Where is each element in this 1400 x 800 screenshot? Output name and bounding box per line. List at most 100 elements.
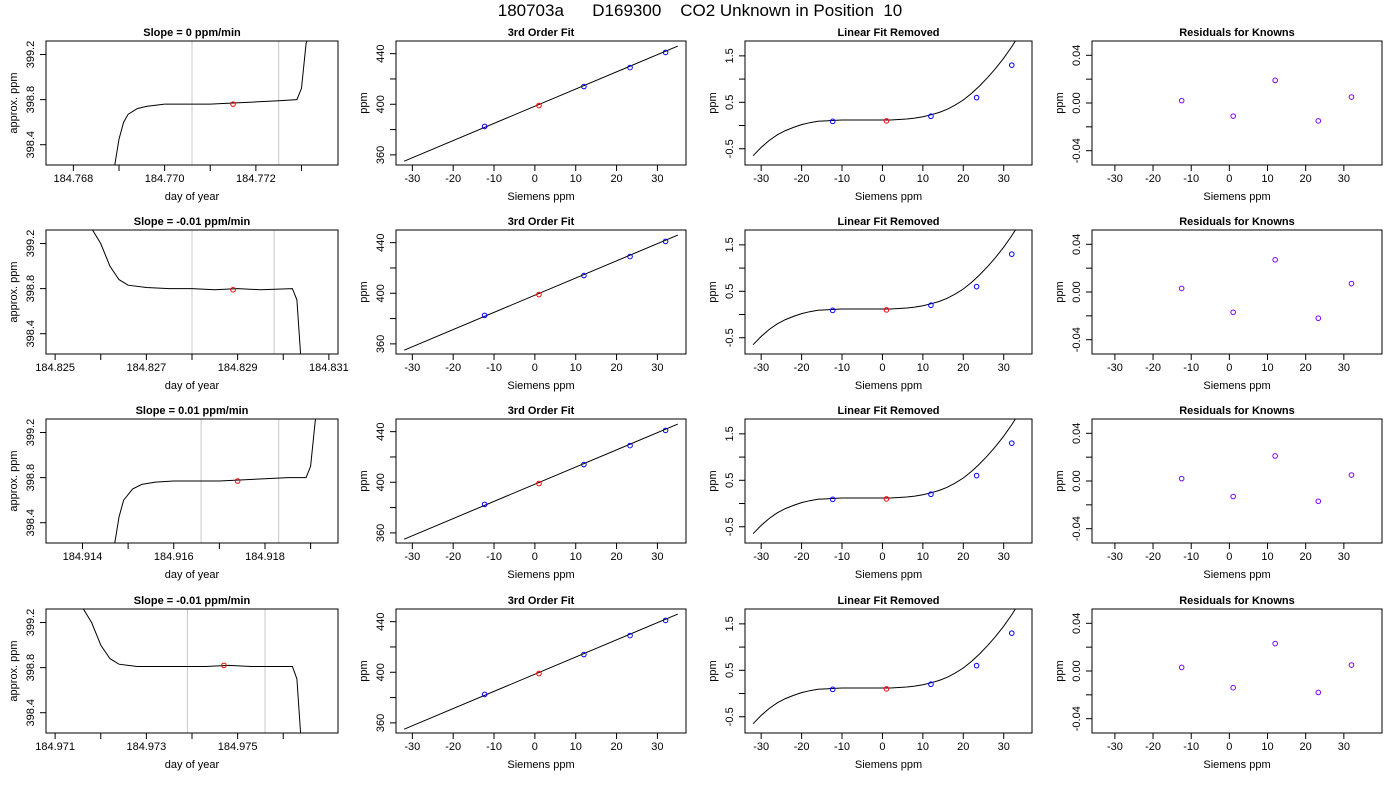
residual-point (1272, 453, 1278, 459)
residual-point (1178, 97, 1185, 104)
unknown-point (536, 480, 542, 487)
known-point (829, 307, 836, 314)
nonlinear-panel-row-2: Linear Fit Removed -30 -20 -10 0 10 20 30 -0.5 0.… (707, 216, 1033, 392)
x-tick-label: 20 (957, 551, 969, 563)
plot-frame (1091, 229, 1383, 355)
y-axis-label: ppm (1054, 470, 1066, 491)
x-tick-label: 184.916 (154, 551, 194, 563)
unknown-point (536, 291, 542, 298)
y-tick-label: 0.00 (1071, 281, 1083, 302)
plot-frame (395, 40, 687, 166)
x-tick-label: 20 (957, 173, 969, 185)
residual-point (1348, 94, 1355, 100)
x-tick-label: 20 (957, 741, 969, 753)
y-axis-label: ppm (707, 470, 719, 491)
known-point (928, 113, 934, 120)
x-tick-label: 10 (917, 362, 929, 374)
y-tick-label: -0.5 (724, 707, 736, 726)
panel-title: Residuals for Knowns (1179, 216, 1295, 228)
timeseries-panel-row-4: Slope = -0.01 ppm/min 184.971 184.973 184.9… (8, 595, 339, 771)
known-point (627, 632, 633, 639)
known-point (662, 49, 669, 56)
x-tick-label: 184.770 (145, 173, 185, 185)
y-axis-label: approx. ppm (8, 72, 20, 133)
y-tick-label: 1.5 (724, 616, 736, 631)
x-tick-label: 0 (879, 362, 885, 374)
co2-trace (82, 609, 302, 733)
y-tick-label: 400 (375, 95, 387, 113)
panel-title: Linear Fit Removed (837, 27, 939, 39)
unknown-point (883, 496, 890, 502)
plot-frame (1091, 418, 1383, 544)
residual-point (1315, 498, 1322, 505)
x-tick-label: -30 (404, 362, 420, 374)
x-tick-label: 20 (610, 551, 622, 563)
known-point (1008, 62, 1015, 68)
x-tick-label: 10 (570, 741, 582, 753)
x-tick-label: 20 (1300, 173, 1312, 185)
residual-point (1315, 689, 1322, 696)
known-point (1008, 630, 1015, 636)
unknown-point (883, 118, 890, 124)
x-tick-label: -30 (753, 173, 769, 185)
x-axis-label: Siemens ppm (507, 191, 574, 203)
y-tick-label: 0.04 (1071, 613, 1083, 634)
panel-title: Residuals for Knowns (1179, 27, 1295, 39)
x-tick-label: -10 (486, 551, 502, 563)
panel-title: 3rd Order Fit (508, 595, 575, 607)
y-tick-label: 399.2 (25, 609, 37, 637)
y-tick-label: 398.8 (25, 86, 37, 114)
panel-title: Slope = 0 ppm/min (143, 27, 241, 39)
known-point (829, 686, 836, 693)
y-tick-label: -0.04 (1071, 706, 1083, 731)
y-tick-label: 1.5 (724, 48, 736, 63)
y-tick-label: 0.04 (1071, 45, 1083, 66)
known-point (662, 427, 669, 434)
y-tick-label: 400 (375, 284, 387, 302)
known-point (928, 302, 934, 309)
x-tick-label: 0 (532, 362, 538, 374)
x-tick-label: -10 (834, 173, 850, 185)
panel-title: 3rd Order Fit (508, 405, 575, 417)
x-tick-label: -30 (1107, 173, 1123, 185)
residuals-panel-row-1: Residuals for Knowns -30 -20 -10 0 10 20 30 -0.0… (1054, 27, 1383, 203)
y-tick-label: 360 (375, 335, 387, 353)
known-point (829, 118, 836, 125)
x-axis-label: day of year (165, 380, 220, 392)
x-axis-label: Siemens ppm (855, 191, 922, 203)
x-tick-label: -30 (1107, 551, 1123, 563)
known-point (928, 491, 934, 498)
cubic-curve (752, 419, 1016, 535)
residual-point (1348, 280, 1355, 287)
co2-trace (114, 419, 317, 543)
known-point (627, 253, 633, 260)
y-tick-label: 398.8 (25, 275, 37, 303)
x-tick-label: 0 (879, 173, 885, 185)
x-tick-label: 184.918 (245, 551, 285, 563)
x-tick-label: 30 (651, 741, 663, 753)
plot-frame (45, 418, 339, 544)
x-axis-label: Siemens ppm (855, 569, 922, 581)
residual-point (1272, 77, 1278, 84)
y-tick-label: 0.04 (1071, 234, 1083, 255)
x-tick-label: 30 (998, 551, 1010, 563)
plot-frame (744, 608, 1033, 734)
y-tick-label: 360 (375, 714, 387, 732)
plot-frame (395, 229, 687, 355)
x-tick-label: 184.827 (126, 362, 166, 374)
x-tick-label: -30 (753, 741, 769, 753)
unknown-point (536, 670, 542, 677)
plot-frame (1091, 40, 1383, 166)
y-tick-label: 400 (375, 663, 387, 681)
y-tick-label: 0.00 (1071, 470, 1083, 491)
known-point (481, 691, 488, 698)
x-tick-label: 0 (879, 551, 885, 563)
y-axis-label: approx. ppm (8, 450, 20, 511)
fit-panel-row-1: 3rd Order Fit -30 -20 -10 0 10 20 30 360 400 440 Si… (358, 27, 687, 203)
residual-point (1178, 664, 1185, 671)
residual-point (1230, 113, 1236, 119)
x-tick-label: -20 (1145, 173, 1161, 185)
x-tick-label: 184.772 (236, 173, 276, 185)
x-tick-label: 10 (1261, 173, 1273, 185)
residual-point (1272, 257, 1278, 263)
